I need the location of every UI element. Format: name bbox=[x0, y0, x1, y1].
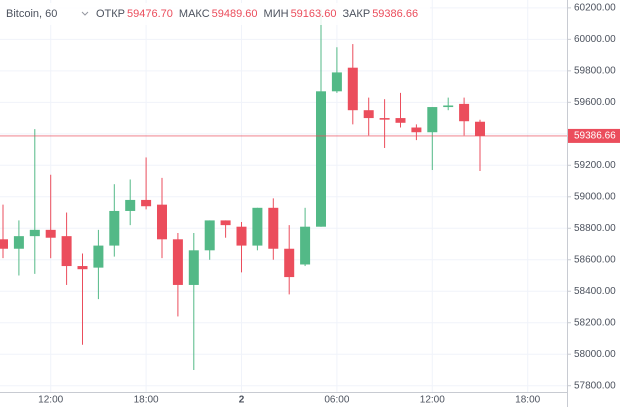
candle-body bbox=[172, 239, 183, 285]
candle-body bbox=[204, 220, 215, 251]
candle-body bbox=[475, 121, 485, 136]
chart-title: Bitcoin, 60 bbox=[6, 8, 57, 20]
x-tick-label: 2 bbox=[239, 395, 245, 406]
legend-value: 59476.70 bbox=[127, 8, 173, 20]
x-tick-label: 12:00 bbox=[38, 395, 63, 406]
candle-body bbox=[411, 127, 422, 133]
candle-body bbox=[236, 226, 247, 246]
y-tick-label: 58000.00 bbox=[574, 349, 616, 360]
candle-body bbox=[157, 204, 167, 240]
y-tick-label: 60000.00 bbox=[574, 34, 616, 45]
y-tick-label: 58600.00 bbox=[574, 254, 616, 265]
y-tick-label: 58800.00 bbox=[574, 223, 616, 234]
plot bbox=[0, 9, 567, 370]
candle-body bbox=[268, 207, 279, 249]
legend-name: ЗАКР bbox=[342, 8, 370, 20]
candle-body bbox=[125, 199, 136, 211]
candle-body bbox=[300, 226, 311, 265]
candle-body bbox=[61, 236, 72, 267]
legend-value: 59386.66 bbox=[372, 8, 418, 20]
y-tick-label: 59200.00 bbox=[574, 160, 616, 171]
candle-body bbox=[252, 207, 263, 246]
candle-body bbox=[93, 245, 104, 268]
candle-body bbox=[29, 229, 40, 237]
candle-body bbox=[395, 118, 406, 123]
candle-body bbox=[77, 266, 88, 270]
header: Bitcoin, 60 ОТКР 59476.70 МАКС 59489.60 МИН 5… bbox=[0, 3, 430, 25]
price-label: 59386.66 bbox=[574, 131, 616, 142]
legend-name: ОТКР bbox=[96, 8, 125, 20]
candle-body bbox=[331, 72, 342, 92]
candle-body bbox=[443, 105, 454, 108]
x-tick-label: 18:00 bbox=[134, 395, 159, 406]
y-tick-label: 59800.00 bbox=[574, 65, 616, 76]
legend-name: МАКС bbox=[179, 8, 210, 20]
header-bg bbox=[0, 3, 430, 25]
x-tick-label: 12:00 bbox=[420, 395, 445, 406]
candle-body bbox=[109, 210, 120, 246]
x-tick-label: 06:00 bbox=[324, 395, 349, 406]
candle-body bbox=[284, 248, 295, 278]
legend-value: 59489.60 bbox=[212, 8, 258, 20]
legend-name: МИН bbox=[264, 8, 289, 20]
x-tick-label: 18:00 bbox=[515, 395, 540, 406]
candle-body bbox=[45, 229, 56, 238]
candle-body bbox=[459, 103, 470, 122]
y-tick-label: 58200.00 bbox=[574, 317, 616, 328]
candle-body bbox=[427, 107, 438, 133]
candle-body bbox=[13, 236, 24, 249]
candle-body bbox=[363, 110, 374, 119]
y-tick-label: 58400.00 bbox=[574, 286, 616, 297]
y-tick-label: 59600.00 bbox=[574, 97, 616, 108]
y-tick-label: 59000.00 bbox=[574, 191, 616, 202]
candle-body bbox=[0, 239, 8, 249]
dropdown-icon[interactable] bbox=[81, 11, 89, 16]
price-label-bg bbox=[568, 128, 620, 143]
y-tick-label: 60200.00 bbox=[574, 3, 616, 14]
legend-value: 59163.60 bbox=[291, 8, 337, 20]
candle-body bbox=[316, 91, 326, 227]
candle-body bbox=[220, 220, 231, 226]
candle-body bbox=[379, 118, 390, 120]
candle-body bbox=[188, 250, 199, 285]
y-tick-label: 57800.00 bbox=[574, 380, 616, 391]
candle-body bbox=[141, 199, 152, 207]
candle-body bbox=[347, 67, 358, 111]
axes: 57800.00 58000.00 58200.00 58400.00 58600.00… bbox=[38, 3, 620, 406]
